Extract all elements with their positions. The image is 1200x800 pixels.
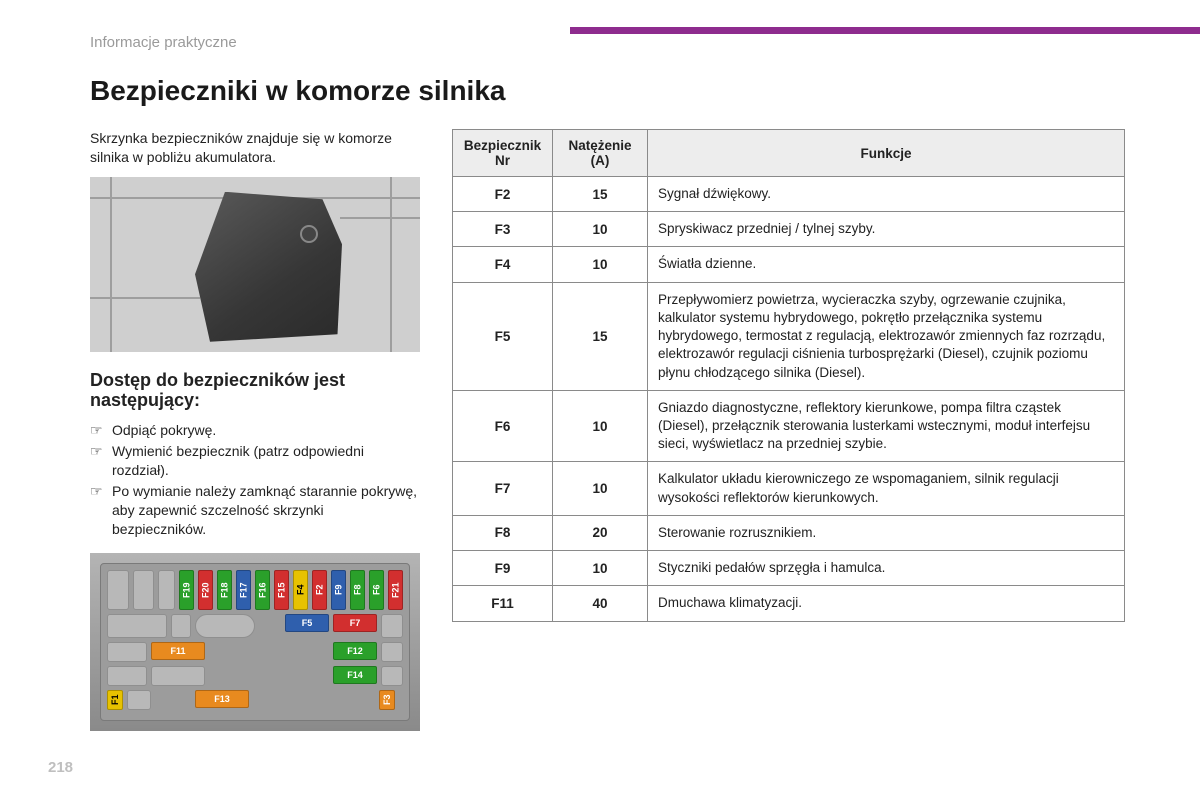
table-row: F515Przepływomierz powietrza, wycieraczk… <box>453 282 1125 390</box>
fuse-f17: F17 <box>236 570 251 610</box>
fusebox-diagram: F19 F20 F18 F17 F16 F15 F4F2F9F8F6 F21 F5 F7 F1… <box>90 553 420 731</box>
th-amperage: Natężenie (A) <box>553 130 648 177</box>
fuse-table: Bezpiecznik Nr Natężenie (A) Funkcje F21… <box>452 129 1125 622</box>
cell-fuse-nr: F5 <box>453 282 553 390</box>
intro-text: Skrzynka bezpieczników znajduje się w ko… <box>90 129 420 167</box>
cell-fuse-nr: F2 <box>453 177 553 212</box>
fuse-f11: F11 <box>151 642 205 660</box>
cell-function: Przepływomierz powietrza, wycieraczka sz… <box>648 282 1125 390</box>
left-column: Skrzynka bezpieczników znajduje się w ko… <box>90 129 420 731</box>
table-row: F410Światła dzienne. <box>453 247 1125 282</box>
pointer-icon: ☞ <box>90 421 112 440</box>
cell-fuse-nr: F8 <box>453 515 553 550</box>
cell-fuse-nr: F11 <box>453 586 553 621</box>
right-column: Bezpiecznik Nr Natężenie (A) Funkcje F21… <box>452 129 1125 731</box>
fuse-f7: F7 <box>333 614 377 632</box>
table-row: F610Gniazdo diagnostyczne, reflektory ki… <box>453 390 1125 462</box>
access-subheading: Dostęp do bezpieczników jest następujący… <box>90 370 420 411</box>
fuse-f8: F8 <box>350 570 365 610</box>
fuse-f16: F16 <box>255 570 270 610</box>
cell-amperage: 10 <box>553 462 648 515</box>
th-function: Funkcje <box>648 130 1125 177</box>
cell-amperage: 10 <box>553 390 648 462</box>
cell-function: Sygnał dźwiękowy. <box>648 177 1125 212</box>
cell-function: Światła dzienne. <box>648 247 1125 282</box>
page-title: Bezpieczniki w komorze silnika <box>90 75 1125 107</box>
table-row: F710Kalkulator układu kierowniczego ze w… <box>453 462 1125 515</box>
cell-amperage: 15 <box>553 282 648 390</box>
step-text: Odpiąć pokrywę. <box>112 421 216 440</box>
fuse-f5: F5 <box>285 614 329 632</box>
cell-amperage: 10 <box>553 247 648 282</box>
pointer-icon: ☞ <box>90 442 112 480</box>
step-text: Po wymianie należy zamknąć starannie pok… <box>112 482 420 539</box>
table-row: F1140Dmuchawa klimatyzacji. <box>453 586 1125 621</box>
table-row: F820Sterowanie rozrusznikiem. <box>453 515 1125 550</box>
fuse-f4: F4 <box>293 570 308 610</box>
fuse-f1: F1 <box>107 690 123 710</box>
fuse-f6: F6 <box>369 570 384 610</box>
fuse-f3: F3 <box>379 690 395 710</box>
cell-function: Spryskiwacz przedniej / tylnej szyby. <box>648 212 1125 247</box>
accent-bar <box>570 27 1200 34</box>
fuse-f21: F21 <box>388 570 403 610</box>
fuse-f13: F13 <box>195 690 249 708</box>
cell-fuse-nr: F6 <box>453 390 553 462</box>
cell-amperage: 10 <box>553 551 648 586</box>
cell-amperage: 20 <box>553 515 648 550</box>
cell-function: Gniazdo diagnostyczne, reflektory kierun… <box>648 390 1125 462</box>
pointer-icon: ☞ <box>90 482 112 539</box>
section-label: Informacje praktyczne <box>90 34 1125 51</box>
fuse-f9: F9 <box>331 570 346 610</box>
cell-amperage: 10 <box>553 212 648 247</box>
fuse-f12: F12 <box>333 642 377 660</box>
engine-illustration <box>90 177 420 352</box>
cell-fuse-nr: F4 <box>453 247 553 282</box>
fuse-f2: F2 <box>312 570 327 610</box>
cell-fuse-nr: F9 <box>453 551 553 586</box>
th-fuse-nr: Bezpiecznik Nr <box>453 130 553 177</box>
cell-function: Dmuchawa klimatyzacji. <box>648 586 1125 621</box>
step-text: Wymienić bezpiecznik (patrz odpowiedni r… <box>112 442 420 480</box>
cell-fuse-nr: F3 <box>453 212 553 247</box>
fuse-f15: F15 <box>274 570 289 610</box>
cell-fuse-nr: F7 <box>453 462 553 515</box>
table-row: F310Spryskiwacz przedniej / tylnej szyby… <box>453 212 1125 247</box>
page-number: 218 <box>48 759 73 776</box>
page-body: Informacje praktyczne Bezpieczniki w kom… <box>0 0 1200 731</box>
cell-function: Sterowanie rozrusznikiem. <box>648 515 1125 550</box>
table-row: F215Sygnał dźwiękowy. <box>453 177 1125 212</box>
steps-list: ☞Odpiąć pokrywę.☞Wymienić bezpiecznik (p… <box>90 421 420 538</box>
fuse-f14: F14 <box>333 666 377 684</box>
fuse-f20: F20 <box>198 570 213 610</box>
step-item: ☞Wymienić bezpiecznik (patrz odpowiedni … <box>90 442 420 480</box>
cell-amperage: 40 <box>553 586 648 621</box>
step-item: ☞Odpiąć pokrywę. <box>90 421 420 440</box>
cell-function: Kalkulator układu kierowniczego ze wspom… <box>648 462 1125 515</box>
step-item: ☞Po wymianie należy zamknąć starannie po… <box>90 482 420 539</box>
cell-function: Styczniki pedałów sprzęgła i hamulca. <box>648 551 1125 586</box>
cell-amperage: 15 <box>553 177 648 212</box>
fuse-f18: F18 <box>217 570 232 610</box>
table-row: F910Styczniki pedałów sprzęgła i hamulca… <box>453 551 1125 586</box>
fuse-f19: F19 <box>179 570 194 610</box>
